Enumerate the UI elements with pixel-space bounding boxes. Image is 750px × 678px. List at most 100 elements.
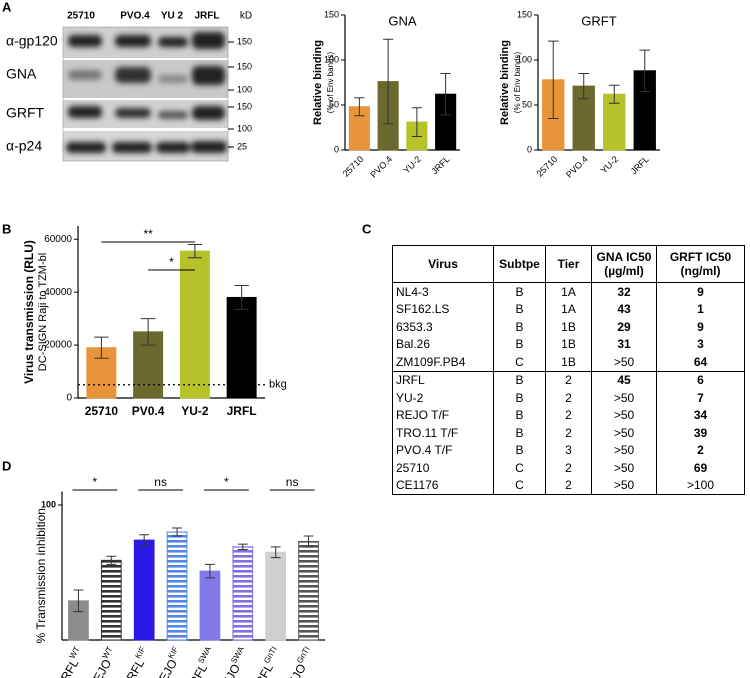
category-name: JRFL	[55, 657, 82, 678]
x-tick-label: 25710	[341, 154, 366, 179]
table-cell: B	[493, 318, 546, 336]
table-cell: 3	[656, 335, 745, 353]
table-cell: 2	[545, 389, 592, 407]
category-superscript: SWA	[196, 644, 213, 665]
error-bar	[234, 285, 249, 310]
table: Virus Subtpe Tier GNA IC50 (µg/ml) GRFT IC50…	[392, 245, 745, 495]
table-row: REJO T/F B 2 >50 34	[393, 406, 745, 424]
chart-title: GNA	[388, 13, 417, 28]
y-axis-label: Relative binding	[499, 40, 511, 125]
significance-label: *	[224, 475, 229, 489]
category-name: JRFL	[250, 661, 277, 678]
error-bar	[139, 534, 150, 546]
table-cell: 34	[656, 406, 745, 424]
bar	[265, 551, 287, 641]
x-tick-label: JRFLWT	[53, 645, 88, 678]
table-cell: 1A	[545, 282, 592, 301]
bar	[199, 570, 221, 641]
x-tick-label: YU-2	[401, 154, 423, 176]
table-cell: B	[493, 406, 546, 424]
table-cell: 2	[545, 459, 592, 477]
table-cell: >50	[591, 424, 657, 442]
table-row: JRFL B 2 45 6	[392, 370, 745, 389]
table-row: ZM109F.PB4 C 1B >50 64	[393, 353, 745, 371]
category-name: REJO	[215, 662, 243, 678]
error-bar	[94, 336, 109, 359]
table-row: NL4-3 B 1A 32 9	[393, 282, 745, 301]
significance-label: **	[143, 227, 153, 241]
marker-label: 150	[237, 101, 252, 111]
error-bar	[547, 40, 559, 119]
error-bar	[383, 38, 394, 125]
x-tick-label: REJOWT	[85, 645, 121, 678]
table-body: NL4-3 B 1A 32 9 SF162.LS B 1A 43 1 6353.3 B 1B 29 9 Bal…	[392, 282, 745, 495]
category-superscript: KIF	[166, 645, 180, 660]
table-cell: 1	[656, 300, 745, 318]
x-tick-label: 25710	[535, 154, 560, 179]
x-tick-label: JRFL	[429, 154, 451, 176]
x-tick-label: YU-2	[599, 154, 621, 176]
blot-image	[62, 26, 229, 162]
table-cell: B	[493, 300, 546, 318]
table-cell: 43	[591, 300, 657, 318]
y-tick-label: 50	[329, 99, 339, 109]
error-bar	[270, 546, 281, 559]
table-cell: SF162.LS	[396, 302, 450, 317]
table-cell: B	[493, 335, 546, 353]
table-cell: B	[493, 389, 546, 407]
table-row: SF162.LS B 1A 43 1	[393, 300, 745, 318]
x-tick-label: REJOSWA	[213, 644, 252, 678]
table-cell: >100	[656, 476, 745, 495]
y-tick-label: 150	[517, 9, 532, 19]
x-tick-label: JRFL	[629, 154, 651, 176]
table-cell: REJO T/F	[396, 408, 450, 423]
table-cell: 6	[656, 370, 745, 389]
x-tick-label: 25710	[85, 404, 119, 418]
y-tick-label: 0	[334, 144, 339, 154]
header-cell: GRFT IC50 (ng/ml)	[656, 245, 745, 283]
y-axis-label: % Transmission inhibition	[34, 508, 48, 643]
lane-label: YU 2	[161, 11, 184, 22]
error-bar	[237, 543, 248, 551]
table-cell: B	[493, 370, 546, 389]
error-bar	[639, 49, 651, 92]
category-name: JRFL	[184, 661, 211, 678]
table-cell: ZM109F.PB4	[396, 354, 466, 369]
table-cell: NL4-3	[396, 284, 429, 299]
y-tick-label: 60000	[44, 234, 72, 245]
table-cell: 2	[545, 424, 592, 442]
significance-label: ns	[154, 475, 167, 489]
x-tick-label: JRFLGnTI	[248, 645, 285, 678]
table-cell: >50	[591, 389, 657, 407]
marker-label: 25	[237, 141, 247, 151]
bar	[232, 546, 254, 641]
table-cell: 45	[591, 370, 657, 389]
panel-label: C	[362, 221, 372, 236]
y-tick-label: 100	[41, 499, 56, 509]
x-tick-label: PV0.4	[132, 404, 165, 418]
ic50-table: Virus Subtpe Tier GNA IC50 (µg/ml) GRFT IC50…	[392, 245, 745, 495]
lane-label: JRFL	[195, 11, 220, 22]
table-cell: PVO.4 T/F	[396, 443, 453, 458]
table-cell: 9	[656, 318, 745, 336]
category-name: JRFL	[121, 657, 148, 678]
category-superscript: SWA	[229, 644, 246, 665]
bar	[166, 531, 188, 641]
category-superscript: WT	[101, 645, 115, 660]
header-cell: GNA IC50 (µg/ml)	[591, 245, 657, 283]
y-tick-label: 100	[324, 54, 339, 64]
table-row: 25710 C 2 >50 69	[393, 459, 745, 477]
table-cell: 64	[656, 353, 745, 371]
table-cell: >50	[591, 441, 657, 459]
y-axis-sublabel: DC-SIGN Raji to TZM-bl	[37, 253, 49, 371]
y-tick-label: 20000	[44, 340, 72, 351]
error-bar	[205, 563, 215, 579]
marker-label: 100	[237, 84, 252, 94]
marker-label: 150	[237, 61, 252, 71]
row-label: GRFT	[6, 105, 45, 121]
y-tick-label: 50	[522, 99, 532, 109]
table-cell: C	[493, 353, 546, 371]
table-cell: YU-2	[396, 390, 424, 405]
